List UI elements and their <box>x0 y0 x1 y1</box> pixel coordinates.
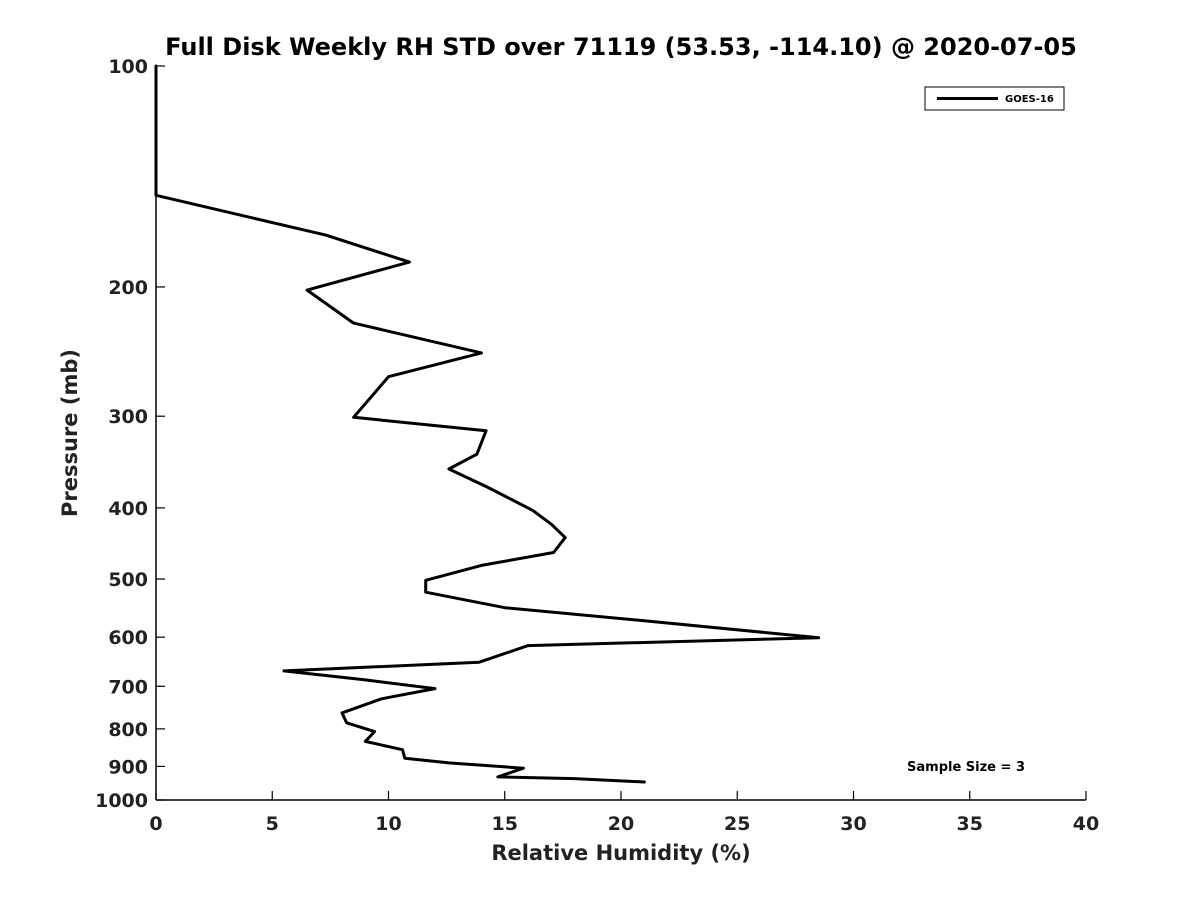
legend-entry-label: GOES-16 <box>1005 94 1054 105</box>
axes: 0 5 10 15 20 25 30 35 40 100 200 300 400 500 600 700 800… <box>95 56 1099 835</box>
y-tick-label: 400 <box>108 498 148 520</box>
y-tick-label: 300 <box>108 406 148 428</box>
x-tick-label: 30 <box>840 813 866 835</box>
series-group <box>154 64 821 784</box>
x-axis-label: Relative Humidity (%) <box>491 841 750 865</box>
x-tick-label: 20 <box>608 813 634 835</box>
x-tick-label: 15 <box>492 813 518 835</box>
annotations: Sample Size = 3 <box>907 760 1025 775</box>
y-tick-label: 100 <box>108 56 148 78</box>
y-tick-label: 600 <box>108 627 148 649</box>
x-tick-label: 5 <box>266 813 279 835</box>
y-tick-label: 1000 <box>95 790 148 812</box>
chart-title: Full Disk Weekly RH STD over 71119 (53.5… <box>165 33 1077 61</box>
legend: GOES-16 <box>924 86 1065 111</box>
y-tick-label: 900 <box>108 756 148 778</box>
y-tick-label: 200 <box>108 277 148 299</box>
y-tick-label: 800 <box>108 719 148 741</box>
y-axis-label: Pressure (mb) <box>58 349 82 517</box>
y-tick-label: 500 <box>108 569 148 591</box>
x-tick-label: 40 <box>1073 813 1099 835</box>
series-line-goes-16 <box>154 64 821 784</box>
sample-size-annotation: Sample Size = 3 <box>907 760 1025 775</box>
x-tick-label: 10 <box>375 813 401 835</box>
x-tick-label: 25 <box>724 813 750 835</box>
x-tick-label: 35 <box>957 813 983 835</box>
plot-area <box>156 66 1086 800</box>
y-tick-label: 700 <box>108 676 148 698</box>
x-tick-label: 0 <box>149 813 162 835</box>
